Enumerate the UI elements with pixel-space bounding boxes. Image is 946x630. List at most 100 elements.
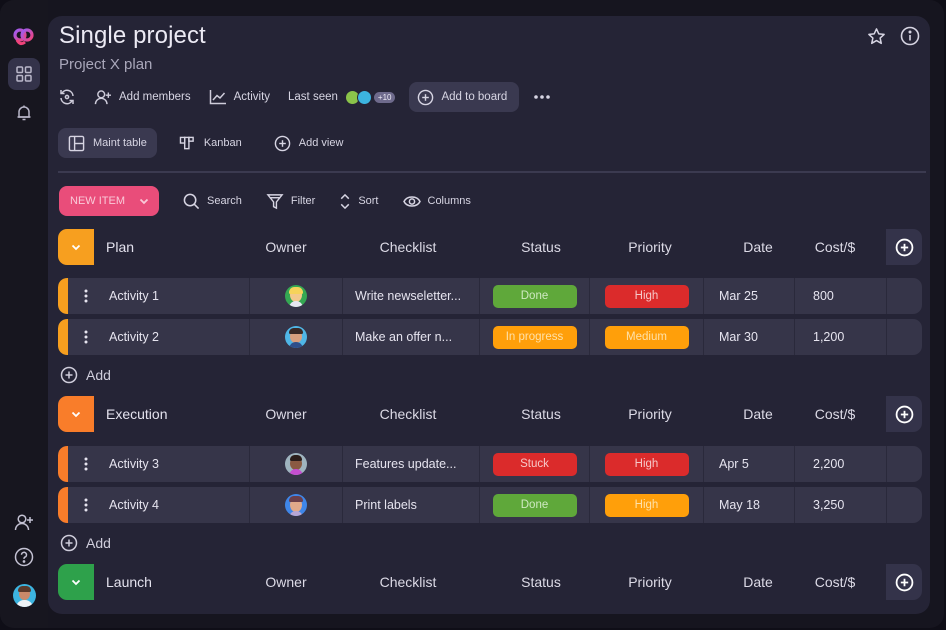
sort-button[interactable]: Sort <box>339 193 379 210</box>
new-item-button[interactable]: NEW ITEM <box>59 186 159 216</box>
table-row[interactable]: Activity 3 Features update... Stuck High… <box>58 446 922 482</box>
project-toolbar: Add members Activity Last seen +10 <box>58 82 569 112</box>
column-header-priority[interactable]: Priority <box>628 239 672 255</box>
column-header-status[interactable]: Status <box>521 574 561 590</box>
group-collapse-toggle[interactable] <box>58 229 94 265</box>
tab-kanban[interactable]: Kanban <box>169 128 252 158</box>
checklist-cell[interactable]: Make an offer n... <box>342 319 479 355</box>
sidebar-item-invite[interactable] <box>8 506 40 538</box>
date-cell[interactable]: Mar 30 <box>703 319 794 355</box>
last-seen[interactable]: Last seen +10 <box>288 83 396 111</box>
add-to-board-button[interactable]: Add to board <box>409 82 520 112</box>
activity-button[interactable]: Activity <box>209 83 270 111</box>
column-header-owner[interactable]: Owner <box>265 406 307 422</box>
date-cell[interactable]: Apr 5 <box>703 446 794 482</box>
priority-cell[interactable]: Medium <box>589 319 703 355</box>
priority-badge: High <box>604 493 689 517</box>
table-row[interactable]: Activity 4 Print labels Done High May 18… <box>58 487 922 523</box>
add-item-button[interactable]: Add <box>60 534 111 552</box>
cost-cell[interactable]: 2,200 <box>794 446 886 482</box>
tab-label: Kanban <box>203 137 242 149</box>
group-name: Plan <box>106 239 135 255</box>
add-members-label: Add members <box>119 91 191 103</box>
column-header-status[interactable]: Status <box>521 239 561 255</box>
item-name[interactable]: Activity 1 <box>109 289 160 303</box>
activity-chart-icon <box>209 90 226 105</box>
item-name[interactable]: Activity 4 <box>109 498 160 512</box>
star-icon[interactable] <box>867 27 886 46</box>
tab-label: Add view <box>298 137 344 149</box>
more-vertical-icon[interactable] <box>84 289 88 303</box>
column-header-checklist[interactable]: Checklist <box>379 406 437 422</box>
status-cell[interactable]: Stuck <box>479 446 589 482</box>
divider <box>58 171 926 173</box>
sync-button[interactable] <box>58 83 76 111</box>
status-cell[interactable]: In progress <box>479 319 589 355</box>
tab-add-view[interactable]: Add view <box>264 128 354 158</box>
column-header-status[interactable]: Status <box>521 406 561 422</box>
tab-maint-table[interactable]: Maint table <box>58 128 157 158</box>
table-row[interactable]: Activity 2 Make an offer n... In progres… <box>58 319 922 355</box>
chevron-down-icon[interactable] <box>139 198 149 205</box>
more-vertical-icon[interactable] <box>84 330 88 344</box>
owner-cell[interactable] <box>249 446 342 482</box>
cost-cell[interactable]: 800 <box>794 278 886 314</box>
owner-cell[interactable] <box>249 278 342 314</box>
checklist-cell[interactable]: Print labels <box>342 487 479 523</box>
group-collapse-toggle[interactable] <box>58 396 94 432</box>
checklist-cell[interactable]: Write newseletter... <box>342 278 479 314</box>
group-collapse-toggle[interactable] <box>58 564 94 600</box>
item-name[interactable]: Activity 3 <box>109 457 160 471</box>
sidebar-item-notifications[interactable] <box>8 97 40 129</box>
column-header-owner[interactable]: Owner <box>265 574 307 590</box>
more-options-button[interactable] <box>533 83 551 111</box>
more-viewers-badge: +10 <box>373 91 396 103</box>
search-button[interactable]: Search <box>183 193 242 210</box>
column-header-checklist[interactable]: Checklist <box>379 574 437 590</box>
status-cell[interactable]: Done <box>479 487 589 523</box>
more-vertical-icon[interactable] <box>84 498 88 512</box>
status-cell[interactable]: Done <box>479 278 589 314</box>
priority-cell[interactable]: High <box>589 278 703 314</box>
info-icon[interactable] <box>900 26 920 46</box>
table-row[interactable]: Activity 1 Write newseletter... Done Hig… <box>58 278 922 314</box>
priority-badge: Medium <box>604 325 689 349</box>
column-header-date[interactable]: Date <box>743 239 773 255</box>
cost-cell[interactable]: 1,200 <box>794 319 886 355</box>
item-name[interactable]: Activity 2 <box>109 330 160 344</box>
columns-button[interactable]: Columns <box>402 195 471 208</box>
date-cell[interactable]: May 18 <box>703 487 794 523</box>
column-header-checklist[interactable]: Checklist <box>379 239 437 255</box>
add-column-button[interactable] <box>886 396 922 432</box>
add-column-button[interactable] <box>886 564 922 600</box>
column-header-cost[interactable]: Cost/$ <box>814 406 856 422</box>
column-header-cost[interactable]: Cost/$ <box>814 239 856 255</box>
owner-cell[interactable] <box>249 319 342 355</box>
app-logo-icon[interactable] <box>8 22 40 54</box>
owner-cell[interactable] <box>249 487 342 523</box>
plus-circle-icon <box>274 135 291 151</box>
date-cell[interactable]: Mar 25 <box>703 278 794 314</box>
add-column-button[interactable] <box>886 229 922 265</box>
more-vertical-icon[interactable] <box>84 457 88 471</box>
column-header-cost[interactable]: Cost/$ <box>814 574 856 590</box>
column-header-date[interactable]: Date <box>743 574 773 590</box>
column-header-owner[interactable]: Owner <box>265 239 307 255</box>
priority-cell[interactable]: High <box>589 446 703 482</box>
filter-button[interactable]: Filter <box>266 193 315 210</box>
sidebar-item-dashboard[interactable] <box>8 58 40 90</box>
column-header-priority[interactable]: Priority <box>628 574 672 590</box>
plus-circle-icon <box>895 573 913 591</box>
add-members-button[interactable]: Add members <box>94 83 191 111</box>
cost-cell[interactable]: 3,250 <box>794 487 886 523</box>
plus-circle-icon <box>60 366 78 384</box>
column-header-date[interactable]: Date <box>743 406 773 422</box>
sidebar-item-help[interactable] <box>8 541 40 573</box>
add-item-button[interactable]: Add <box>60 366 111 384</box>
priority-cell[interactable]: High <box>589 487 703 523</box>
user-plus-icon <box>14 514 33 531</box>
checklist-cell[interactable]: Features update... <box>342 446 479 482</box>
profile-avatar[interactable] <box>8 579 40 611</box>
column-header-priority[interactable]: Priority <box>628 406 672 422</box>
search-label: Search <box>207 195 242 207</box>
